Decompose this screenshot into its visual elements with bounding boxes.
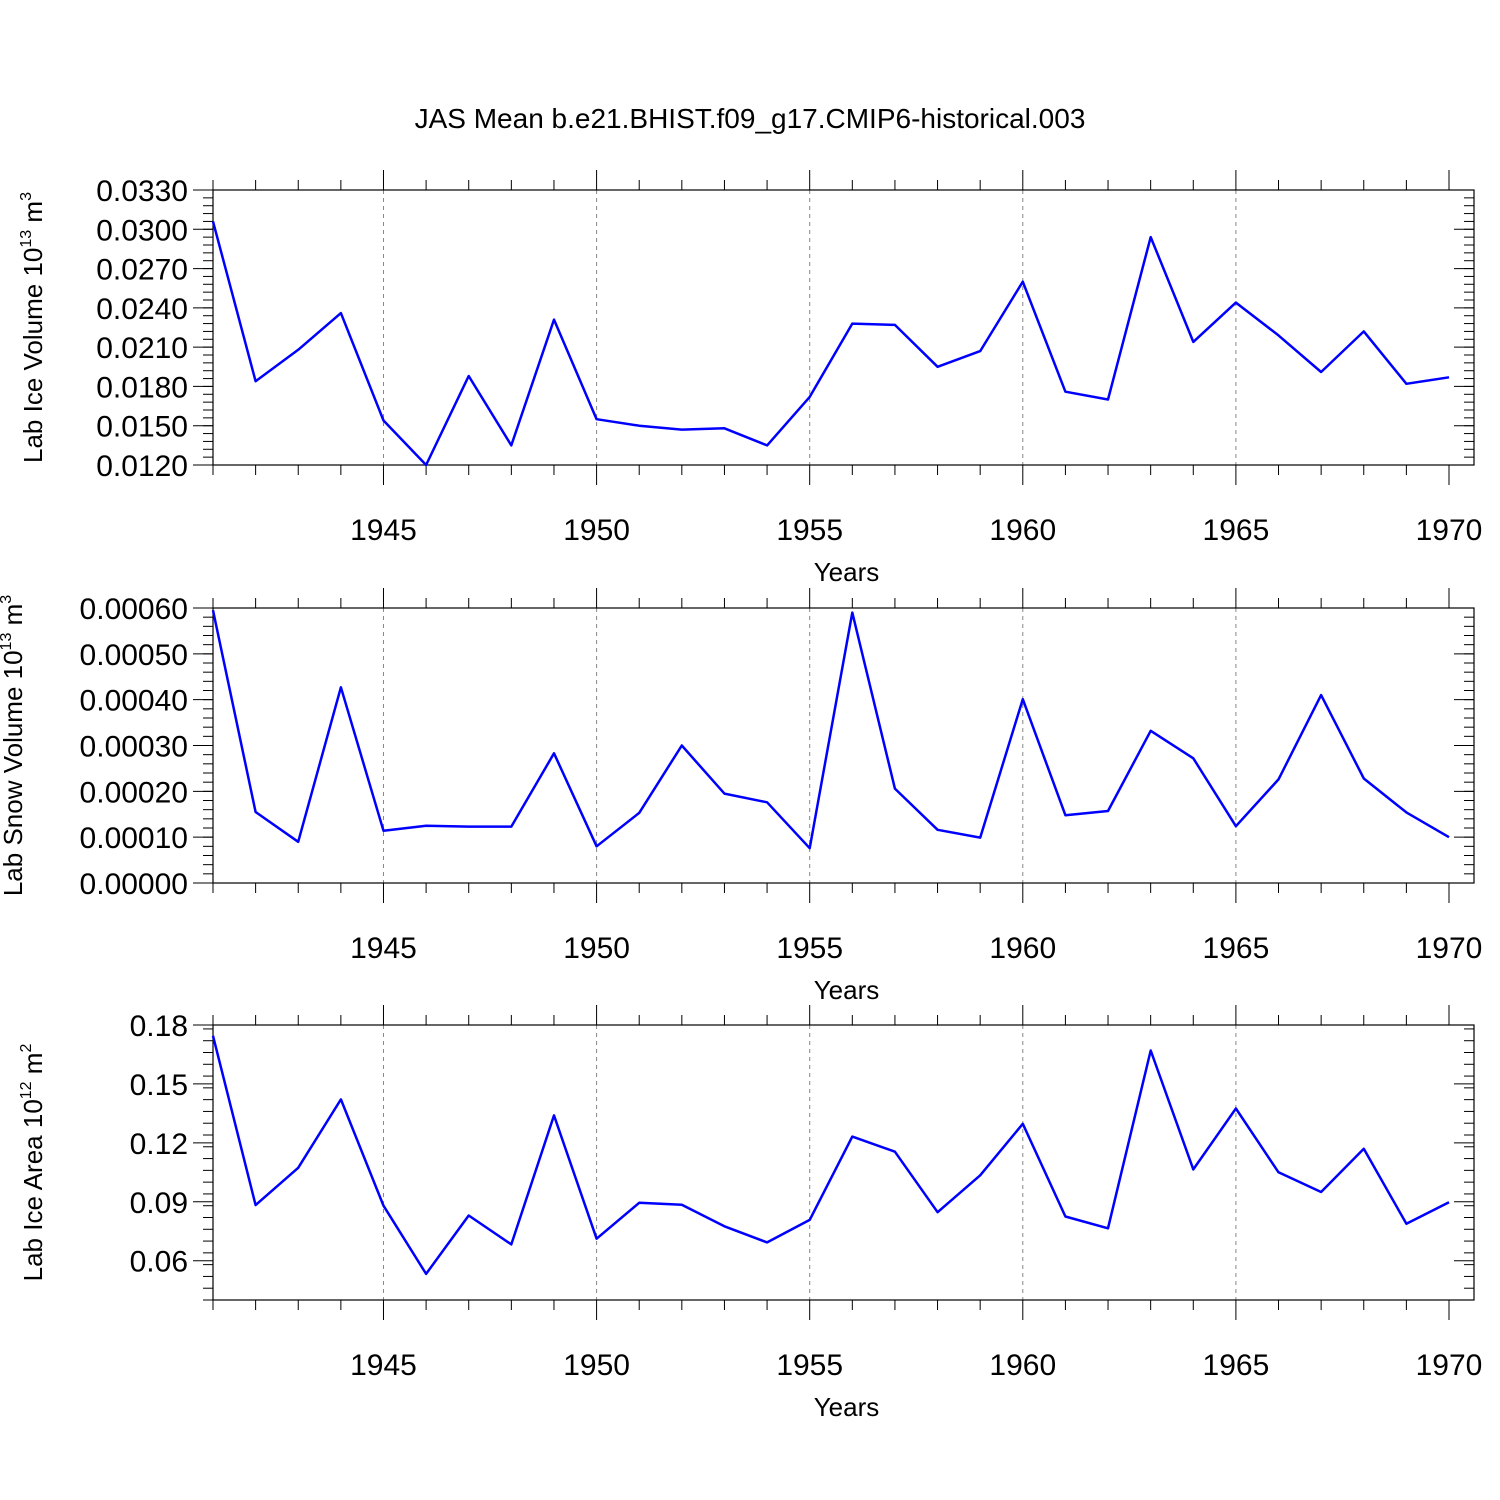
x-axis-label: Years bbox=[814, 975, 880, 1005]
y-tick-label: 0.12 bbox=[130, 1128, 188, 1161]
y-tick-label: 0.18 bbox=[130, 1010, 188, 1043]
plot-frame bbox=[212, 607, 1475, 884]
x-tick-label: 1970 bbox=[1416, 514, 1483, 547]
y-axis-label-ylabel-main: Lab Snow Volume 10 bbox=[0, 650, 28, 896]
x-tick-label: 1970 bbox=[1416, 932, 1483, 965]
y-tick-label: 0.0210 bbox=[96, 332, 188, 365]
y-axis-label: Lab Ice Volume 1013 m3 bbox=[18, 192, 48, 463]
x-tick-label: 1960 bbox=[989, 514, 1056, 547]
y-tick-label: 0.00000 bbox=[80, 868, 188, 901]
x-tick-label: 1955 bbox=[776, 932, 843, 965]
y-axis-label-ylabel-unit: m bbox=[18, 201, 48, 230]
x-tick-label: 1955 bbox=[776, 514, 843, 547]
y-tick-label: 0.00030 bbox=[80, 731, 188, 764]
y-tick-label: 0.00060 bbox=[80, 593, 188, 626]
x-axis-label: Years bbox=[814, 557, 880, 587]
y-tick-label: 0.0180 bbox=[96, 371, 188, 404]
y-axis-label-ylabel-main: Lab Ice Volume 10 bbox=[18, 248, 48, 463]
y-tick-label: 0.0150 bbox=[96, 411, 188, 444]
y-axis-label-ylabel-exp: 12 bbox=[18, 1081, 35, 1099]
x-tick-label: 1965 bbox=[1203, 1349, 1270, 1382]
panel-2: 1945 1950 1955 1960 1965 1970 0.00000 0.00010 0.… bbox=[0, 588, 1482, 1005]
x-tick-label: 1955 bbox=[776, 1349, 843, 1382]
y-tick-label: 0.06 bbox=[130, 1246, 188, 1279]
y-axis-label-ylabel-unit-exp: 3 bbox=[0, 595, 15, 604]
x-tick-label: 1960 bbox=[989, 1349, 1056, 1382]
x-axis-label: Years bbox=[814, 1392, 880, 1422]
chart-title: JAS Mean b.e21.BHIST.f09_g17.CMIP6-histo… bbox=[415, 103, 1086, 134]
x-tick-label: 1950 bbox=[563, 932, 630, 965]
x-tick-label: 1945 bbox=[350, 514, 417, 547]
y-axis-label-ylabel-exp: 13 bbox=[18, 230, 35, 248]
x-tick-label: 1970 bbox=[1416, 1349, 1483, 1382]
plot-frame bbox=[212, 1024, 1475, 1301]
x-tick-label: 1945 bbox=[350, 1349, 417, 1382]
y-axis-label: Lab Ice Area 1012 m2 bbox=[18, 1044, 48, 1282]
y-tick-label: 0.15 bbox=[130, 1069, 188, 1102]
x-tick-label: 1960 bbox=[989, 932, 1056, 965]
panel-3: 1945 1950 1955 1960 1965 1970 0.06 0.09 0.12 0.15… bbox=[18, 1005, 1482, 1422]
y-tick-label: 0.00050 bbox=[80, 639, 188, 672]
y-tick-label: 0.0330 bbox=[96, 175, 188, 208]
y-tick-label: 0.00040 bbox=[80, 685, 188, 718]
x-tick-label: 1945 bbox=[350, 932, 417, 965]
series-line bbox=[211, 610, 1450, 850]
y-tick-label: 0.00010 bbox=[80, 822, 188, 855]
y-axis-label-ylabel-exp: 13 bbox=[0, 633, 15, 651]
series-line bbox=[211, 221, 1450, 467]
y-tick-label: 0.0300 bbox=[96, 214, 188, 247]
series-line bbox=[211, 1035, 1450, 1276]
y-tick-label: 0.0240 bbox=[96, 293, 188, 326]
y-tick-label: 0.0270 bbox=[96, 254, 188, 287]
y-axis-label-ylabel-unit: m bbox=[0, 604, 28, 633]
x-tick-label: 1950 bbox=[563, 514, 630, 547]
y-tick-label: 0.00020 bbox=[80, 776, 188, 809]
y-tick-label: 0.0120 bbox=[96, 450, 188, 483]
y-axis-label: Lab Snow Volume 1013 m3 bbox=[0, 595, 28, 896]
y-tick-label: 0.09 bbox=[130, 1187, 188, 1220]
plot-frame bbox=[212, 189, 1475, 466]
x-tick-label: 1950 bbox=[563, 1349, 630, 1382]
y-axis-label-ylabel-unit-exp: 3 bbox=[18, 192, 35, 201]
x-tick-label: 1965 bbox=[1203, 932, 1270, 965]
panel-1: 1945 1950 1955 1960 1965 1970 0.0120 0.0150 0.01… bbox=[18, 170, 1482, 587]
x-tick-label: 1965 bbox=[1203, 514, 1270, 547]
y-axis-label-ylabel-main: Lab Ice Area 10 bbox=[18, 1099, 48, 1281]
y-axis-label-ylabel-unit: m bbox=[18, 1053, 48, 1082]
y-axis-label-ylabel-unit-exp: 2 bbox=[18, 1044, 35, 1053]
